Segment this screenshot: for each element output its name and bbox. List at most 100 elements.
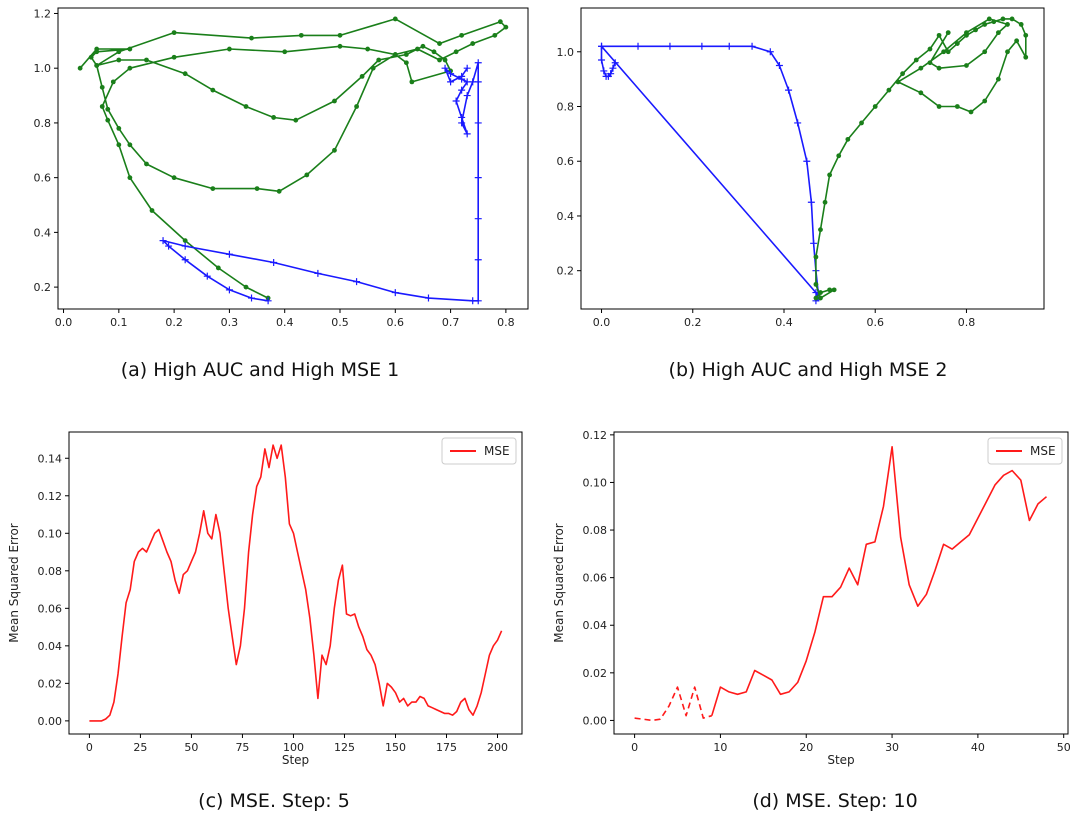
data-point (276, 188, 282, 194)
data-point (264, 297, 272, 305)
data-point (271, 115, 277, 120)
data-point (634, 42, 642, 50)
data-point (1005, 49, 1010, 55)
data-point (442, 57, 448, 63)
data-point (954, 104, 960, 109)
y-tick-label: 0.06 (38, 602, 63, 615)
data-point (210, 87, 216, 93)
data-point (818, 290, 823, 295)
y-tick-label: 0.00 (38, 715, 63, 728)
data-point (785, 86, 793, 94)
data-point (803, 157, 811, 165)
x-tick-label: 0.1 (110, 316, 128, 329)
data-point (474, 297, 482, 305)
data-point (370, 65, 376, 71)
data-point (766, 48, 774, 56)
x-axis-label: Step (282, 753, 309, 767)
series-line (815, 18, 1027, 299)
data-point (936, 32, 942, 38)
series-line (711, 445, 1048, 716)
data-point (365, 46, 371, 52)
data-point (227, 46, 232, 52)
x-tick-label: 30 (885, 741, 899, 754)
data-point (895, 79, 901, 85)
data-point (609, 64, 617, 72)
y-tick-label: 0.08 (583, 524, 608, 537)
x-tick-label: 0.0 (593, 316, 611, 329)
x-tick-label: 0.2 (684, 316, 702, 329)
data-point (995, 76, 1001, 82)
data-point (94, 63, 100, 68)
panel-d-plot-frame (613, 431, 1069, 735)
data-point (210, 186, 216, 192)
data-point (818, 295, 823, 301)
data-point (968, 109, 974, 115)
y-tick-label: 0.8 (34, 117, 52, 130)
data-point (332, 98, 337, 104)
data-point (973, 27, 978, 33)
x-tick-label: 50 (1057, 741, 1071, 754)
data-point (304, 172, 310, 178)
series-line (79, 18, 507, 299)
data-point (463, 130, 471, 138)
panel-d-plot: 0 10 20 30 40 50 0.00 0.02 0.04 0.06 0.08 0.10 0.12 S… (552, 429, 1071, 767)
data-point (813, 281, 819, 287)
data-point (964, 30, 969, 36)
data-point (282, 49, 288, 55)
legend-box (441, 437, 517, 465)
panel-c-plot-frame (68, 431, 523, 735)
data-point (149, 208, 155, 213)
data-point (337, 32, 343, 38)
data-point (927, 46, 933, 52)
data-point (181, 242, 189, 250)
x-tick-label: 0.7 (442, 316, 460, 329)
data-point (748, 42, 756, 50)
x-tick-label: 50 (184, 741, 198, 754)
data-point (918, 65, 924, 71)
data-point (127, 65, 133, 71)
data-point (918, 90, 924, 96)
data-point (822, 199, 828, 205)
y-axis-label: Mean Squared Error (7, 523, 21, 643)
y-axis-label: Mean Squared Error (552, 523, 566, 643)
legend-box (987, 437, 1063, 465)
y-tick-label: 0.6 (34, 172, 52, 185)
x-tick-label: 125 (334, 741, 355, 754)
data-point (600, 67, 608, 75)
data-point (474, 256, 482, 264)
data-point (497, 19, 503, 25)
y-tick-label: 0.6 (557, 155, 575, 168)
data-point (144, 57, 149, 63)
data-point (403, 60, 409, 66)
data-point (403, 52, 409, 57)
x-tick-label: 0.4 (276, 316, 294, 329)
data-point (1000, 16, 1006, 22)
panel-c-plot: 0 25 50 75 100 125 150 175 200 0.00 0.02 0.04 0.06 0.… (7, 437, 517, 767)
x-tick-label: 0.0 (55, 316, 73, 329)
data-point (144, 161, 149, 167)
x-tick-label: 0 (86, 741, 93, 754)
y-tick-label: 0.10 (38, 527, 63, 540)
data-point (225, 250, 233, 258)
x-tick-label: 0 (631, 741, 638, 754)
data-point (503, 24, 509, 30)
data-point (725, 42, 733, 50)
data-point (474, 174, 482, 182)
panel-b: 0.0 0.2 0.4 0.6 0.8 0.2 0.4 0.6 0.8 1.0 (b) High … (557, 7, 1045, 381)
data-point (927, 60, 933, 66)
data-point (431, 49, 437, 55)
data-point (409, 79, 415, 85)
x-tick-label: 200 (487, 741, 508, 754)
data-point (415, 46, 420, 52)
x-tick-label: 150 (385, 741, 406, 754)
y-tick-label: 0.04 (38, 640, 63, 653)
data-point (900, 71, 905, 77)
series-line (634, 686, 713, 722)
data-point (964, 63, 969, 68)
data-point (392, 52, 398, 57)
data-point (105, 106, 111, 112)
data-point (249, 35, 254, 41)
y-tick-label: 1.2 (34, 7, 52, 20)
x-tick-label: 0.2 (165, 316, 183, 329)
panel-a: 0.0 0.1 0.2 0.3 0.4 0.5 0.6 0.7 0.8 0.2 0.4 0.6 0.8 1… (34, 7, 529, 381)
